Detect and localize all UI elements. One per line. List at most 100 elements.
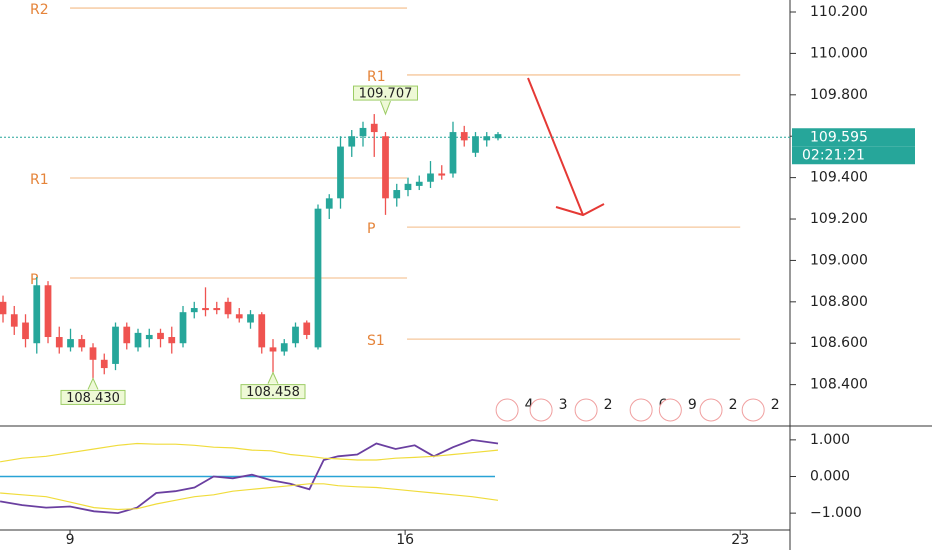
candle bbox=[0, 295, 7, 323]
candle bbox=[10, 305, 18, 335]
candle bbox=[44, 281, 52, 344]
candle-body bbox=[168, 337, 176, 344]
event-marker bbox=[495, 398, 519, 422]
price-annotation: 109.707 bbox=[352, 85, 418, 116]
candle bbox=[67, 328, 74, 352]
annotation-label: 109.707 bbox=[359, 87, 413, 102]
candle-body bbox=[449, 132, 457, 174]
annotation-label: 108.430 bbox=[66, 391, 120, 406]
candle bbox=[202, 287, 209, 317]
candle bbox=[168, 326, 176, 354]
pivot-label: R1 bbox=[30, 172, 49, 188]
price-tag bbox=[792, 128, 915, 147]
candle-body bbox=[112, 326, 119, 364]
event-count: 9 bbox=[688, 397, 697, 413]
candle bbox=[494, 132, 502, 141]
candle bbox=[415, 175, 423, 191]
candle bbox=[370, 114, 378, 157]
event-marker bbox=[574, 398, 598, 422]
event-marker bbox=[529, 398, 553, 422]
candle-body bbox=[202, 308, 209, 311]
candle-body bbox=[382, 136, 389, 199]
candle-body bbox=[190, 308, 198, 313]
annotation-pointer bbox=[267, 371, 279, 384]
candle-body bbox=[33, 285, 41, 344]
candle-body bbox=[179, 312, 187, 344]
candle bbox=[78, 334, 86, 352]
candle bbox=[280, 339, 288, 356]
y-tick-label: 0.000 bbox=[810, 468, 850, 484]
y-tick-label: 110.000 bbox=[810, 45, 868, 61]
candle bbox=[100, 353, 108, 375]
candle-body bbox=[22, 322, 29, 340]
candle-body bbox=[483, 136, 491, 141]
candle-body bbox=[269, 347, 277, 352]
candle-body bbox=[67, 339, 74, 348]
candle-body bbox=[427, 173, 434, 182]
candle-body bbox=[280, 343, 288, 352]
candle-body bbox=[224, 301, 232, 315]
y-tick-label: 110.200 bbox=[810, 4, 868, 20]
candle bbox=[22, 314, 29, 348]
candle-body bbox=[325, 198, 333, 209]
candle bbox=[247, 310, 254, 329]
candle bbox=[258, 312, 266, 354]
annotation-box bbox=[240, 384, 306, 400]
y-tick-label: 109.800 bbox=[810, 87, 868, 103]
annotation-pointer bbox=[87, 377, 99, 390]
candle bbox=[123, 322, 131, 350]
candle-body bbox=[44, 285, 52, 338]
forecast-arrow bbox=[527, 77, 605, 217]
candle-body bbox=[438, 173, 446, 176]
candle bbox=[224, 297, 232, 319]
indicator-line bbox=[0, 442, 499, 463]
candle bbox=[314, 204, 322, 350]
candle-body bbox=[89, 347, 97, 360]
candle bbox=[348, 130, 356, 157]
countdown-tag bbox=[792, 146, 915, 165]
candle bbox=[438, 165, 446, 180]
indicator-line bbox=[0, 483, 499, 511]
candle bbox=[483, 132, 491, 147]
event-marker bbox=[658, 398, 682, 422]
candle-body bbox=[494, 134, 502, 139]
annotation-label: 108.458 bbox=[246, 385, 300, 400]
annotation-box bbox=[60, 389, 126, 405]
candle-body bbox=[337, 146, 344, 199]
candle-body bbox=[370, 123, 378, 133]
event-count: 2 bbox=[604, 397, 613, 413]
candle bbox=[235, 308, 243, 323]
candle-body bbox=[55, 337, 63, 348]
candle bbox=[134, 328, 142, 352]
candle-body bbox=[10, 314, 18, 327]
candle-body bbox=[145, 334, 153, 340]
candle-body bbox=[100, 359, 108, 369]
candle bbox=[145, 328, 153, 348]
x-tick-label: 16 bbox=[396, 532, 414, 548]
event-marker bbox=[741, 398, 765, 422]
indicator-line bbox=[0, 438, 499, 515]
candle-body bbox=[258, 314, 266, 348]
pivot-label: P bbox=[367, 221, 375, 237]
countdown-label: 02:21:21 bbox=[802, 147, 865, 163]
candle bbox=[269, 339, 277, 373]
candle-body bbox=[123, 326, 131, 344]
event-count: 2 bbox=[771, 397, 780, 413]
price-annotation: 108.430 bbox=[60, 377, 126, 406]
event-marker bbox=[699, 398, 723, 422]
candle bbox=[472, 132, 479, 157]
candle-body bbox=[78, 339, 86, 348]
candle-body bbox=[235, 314, 243, 319]
y-tick-label: 109.400 bbox=[810, 170, 868, 186]
candle-body bbox=[0, 301, 7, 315]
candle-body bbox=[292, 326, 299, 344]
candle bbox=[213, 301, 221, 315]
event-count: 3 bbox=[559, 397, 568, 413]
candle bbox=[427, 161, 434, 188]
candle-body bbox=[303, 322, 311, 335]
candle bbox=[449, 121, 457, 178]
pivot-label: R1 bbox=[367, 69, 386, 85]
y-tick-label: 108.800 bbox=[810, 294, 868, 310]
candle-body bbox=[134, 332, 142, 348]
